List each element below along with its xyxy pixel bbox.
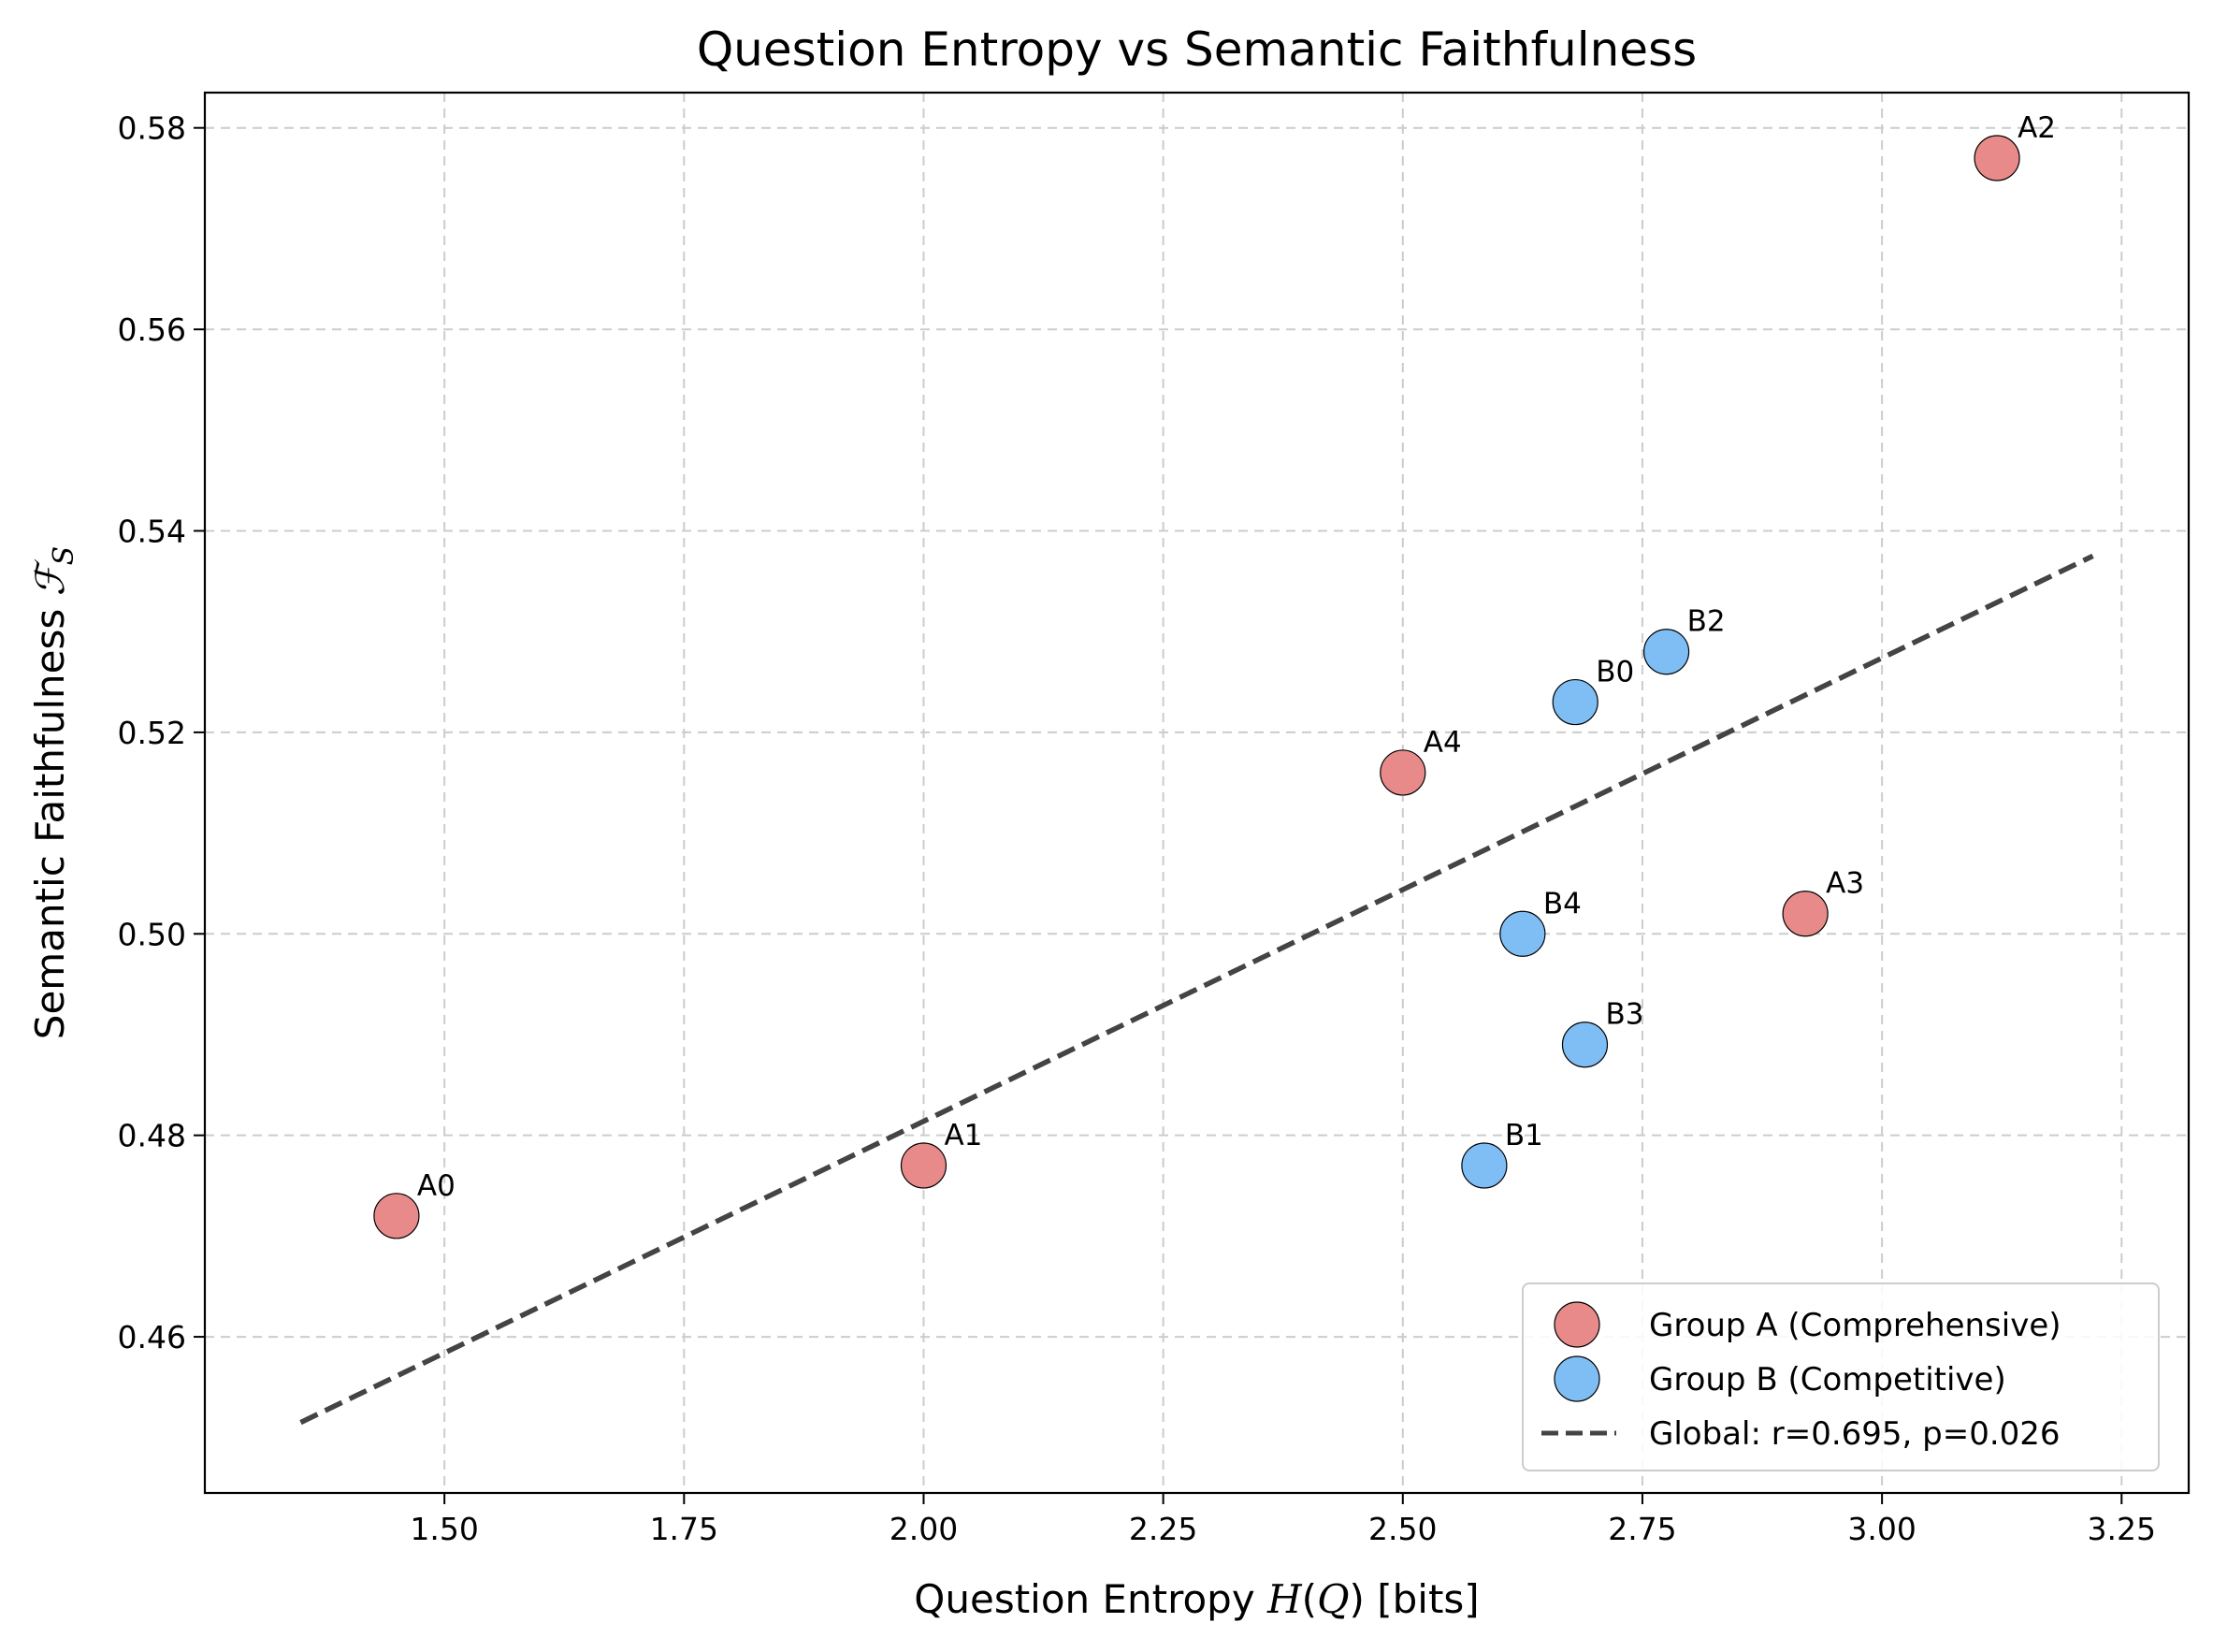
group-a-point-a3 <box>1782 891 1829 937</box>
y-tick-label: 0.58 <box>118 110 186 147</box>
x-tick-label: 2.75 <box>1608 1511 1676 1547</box>
x-tick-label: 3.00 <box>1847 1511 1916 1547</box>
group-b-point-b0 <box>1552 678 1598 726</box>
y-tick-label: 0.48 <box>118 1118 186 1154</box>
group-a-point-a0 <box>373 1193 420 1239</box>
point-label-b4: B4 <box>1543 887 1582 920</box>
x-axis-title-math-q: Q <box>1317 1576 1349 1622</box>
y-axis-title-prefix: Semantic Faithfulness <box>27 596 73 1039</box>
y-tick-label: 0.56 <box>118 312 186 348</box>
group-a-point-a2 <box>1974 135 2020 181</box>
point-label-b2: B2 <box>1687 605 1726 639</box>
x-axis-title-close-paren: ) <box>1350 1576 1365 1622</box>
y-axis-title: Semantic Faithfulness ℱS <box>27 546 80 1039</box>
point-label-a3: A3 <box>1826 867 1864 901</box>
x-tick-label: 2.00 <box>890 1511 958 1547</box>
y-tick-label: 0.50 <box>118 916 186 952</box>
legend-marker-group-a <box>1554 1301 1600 1348</box>
x-tick-label: 2.50 <box>1368 1511 1437 1547</box>
group-a-point-a4 <box>1380 749 1426 796</box>
plot-frame <box>203 91 2191 1495</box>
point-label-a2: A2 <box>2018 111 2056 145</box>
chart-title: Question Entropy vs Semantic Faithfulnes… <box>697 22 1697 77</box>
y-tick-label: 0.46 <box>118 1319 186 1355</box>
group-b-point-b3 <box>1561 1022 1609 1068</box>
fit-line <box>299 553 2094 1426</box>
point-label-b0: B0 <box>1596 656 1634 689</box>
point-label-b3: B3 <box>1605 998 1643 1032</box>
group-b-point-b2 <box>1642 629 1690 675</box>
legend-label-group-a: Group A (Comprehensive) <box>1649 1307 2061 1344</box>
legend-box <box>1522 1282 2160 1471</box>
point-label-a4: A4 <box>1424 726 1462 760</box>
x-axis-title-suffix: [bits] <box>1365 1576 1480 1622</box>
x-axis-ticks: 1.50 1.75 2.00 2.25 2.50 2.75 3.00 3.25 <box>410 1493 2156 1547</box>
x-axis-title: Question Entropy H(Q) [bits] <box>914 1576 1479 1622</box>
fit-line-group <box>299 553 2094 1426</box>
point-label-b1: B1 <box>1505 1119 1543 1152</box>
x-axis-title-math-h: H <box>1266 1576 1303 1622</box>
data-points <box>373 135 2020 1239</box>
group-b-point-b4 <box>1499 910 1546 957</box>
x-tick-label: 3.25 <box>2088 1511 2156 1547</box>
x-axis-title-prefix: Question Entropy <box>914 1576 1267 1622</box>
legend-marker-group-b <box>1554 1355 1600 1402</box>
legend-label-group-b: Group B (Competitive) <box>1649 1361 2006 1398</box>
point-label-a0: A0 <box>417 1169 456 1203</box>
point-label-a1: A1 <box>944 1119 982 1152</box>
x-tick-label: 1.50 <box>410 1511 478 1547</box>
x-tick-label: 1.75 <box>650 1511 718 1547</box>
legend-label-fit-line: Global: r=0.695, p=0.026 <box>1649 1415 2061 1453</box>
group-b-point-b1 <box>1461 1142 1508 1189</box>
y-tick-label: 0.54 <box>118 513 186 549</box>
x-axis-title-open-paren: ( <box>1302 1576 1317 1622</box>
y-tick-label: 0.52 <box>118 715 186 751</box>
group-a-point-a1 <box>900 1142 947 1189</box>
legend: Group A (Comprehensive) Group B (Competi… <box>1522 1282 2160 1471</box>
x-tick-label: 2.25 <box>1129 1511 1197 1547</box>
point-labels: A0 A1 A2 A3 A4 B0 B1 B2 B3 B4 <box>417 111 2056 1203</box>
y-axis-title-subscript: S <box>48 546 80 566</box>
grid-lines <box>205 93 2189 1493</box>
y-axis-ticks: 0.46 0.48 0.50 0.52 0.54 0.56 0.58 <box>118 110 205 1355</box>
